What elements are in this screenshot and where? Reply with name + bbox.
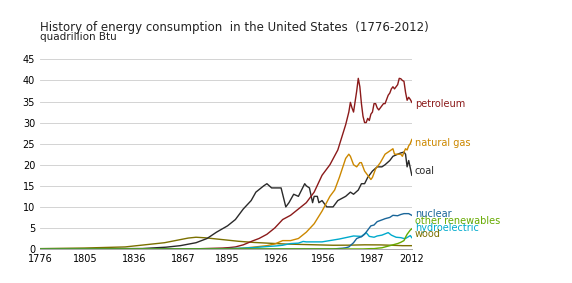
Text: hydroelectric: hydroelectric	[415, 222, 479, 233]
Text: natural gas: natural gas	[415, 138, 471, 148]
Text: petroleum: petroleum	[415, 99, 465, 109]
Text: wood: wood	[415, 229, 441, 239]
Text: History of energy consumption  in the United States  (1776-2012): History of energy consumption in the Uni…	[40, 22, 429, 35]
Text: quadrillion Btu: quadrillion Btu	[40, 32, 117, 42]
Text: nuclear: nuclear	[415, 209, 452, 220]
Text: other renewables: other renewables	[415, 216, 500, 226]
Text: coal: coal	[415, 166, 435, 176]
